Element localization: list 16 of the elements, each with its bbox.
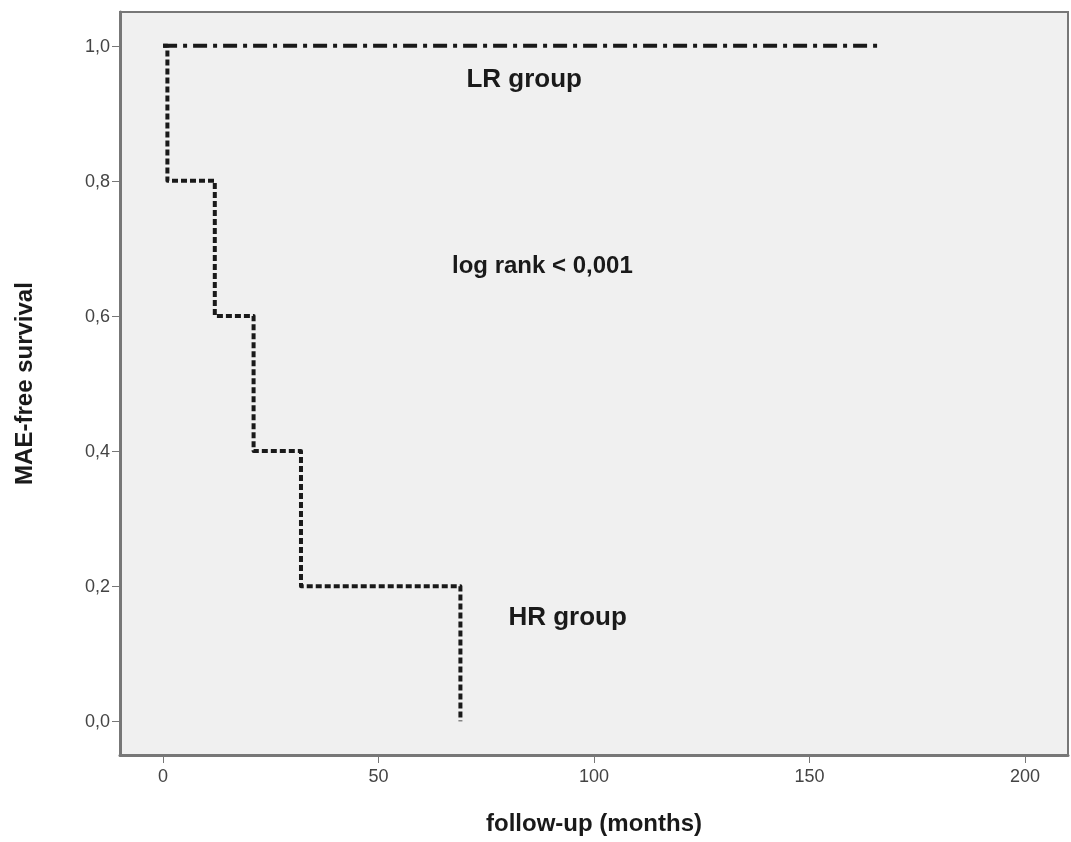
x-tick-label: 0 xyxy=(158,766,169,786)
y-tick-label: 0,2 xyxy=(84,576,110,597)
annotation: log rank < 0,001 xyxy=(452,250,633,278)
y-tick-label: 0,0 xyxy=(84,711,110,732)
x-tick-label: 50 xyxy=(368,766,389,786)
series-label: LR group xyxy=(466,62,582,93)
series-label: HR group xyxy=(508,601,627,632)
y-tick-label: 1,0 xyxy=(84,35,110,56)
x-axis-title: follow-up (months) xyxy=(486,808,702,836)
y-tick-label: 0,6 xyxy=(84,305,110,326)
y-axis-title: MAE-free survival xyxy=(9,282,37,485)
x-tick-label: 200 xyxy=(1009,766,1040,786)
x-tick-label: 100 xyxy=(578,766,610,786)
y-tick-label: 0,4 xyxy=(84,441,110,462)
y-tick-label: 0,8 xyxy=(84,170,110,191)
x-tick-label: 150 xyxy=(794,766,825,786)
